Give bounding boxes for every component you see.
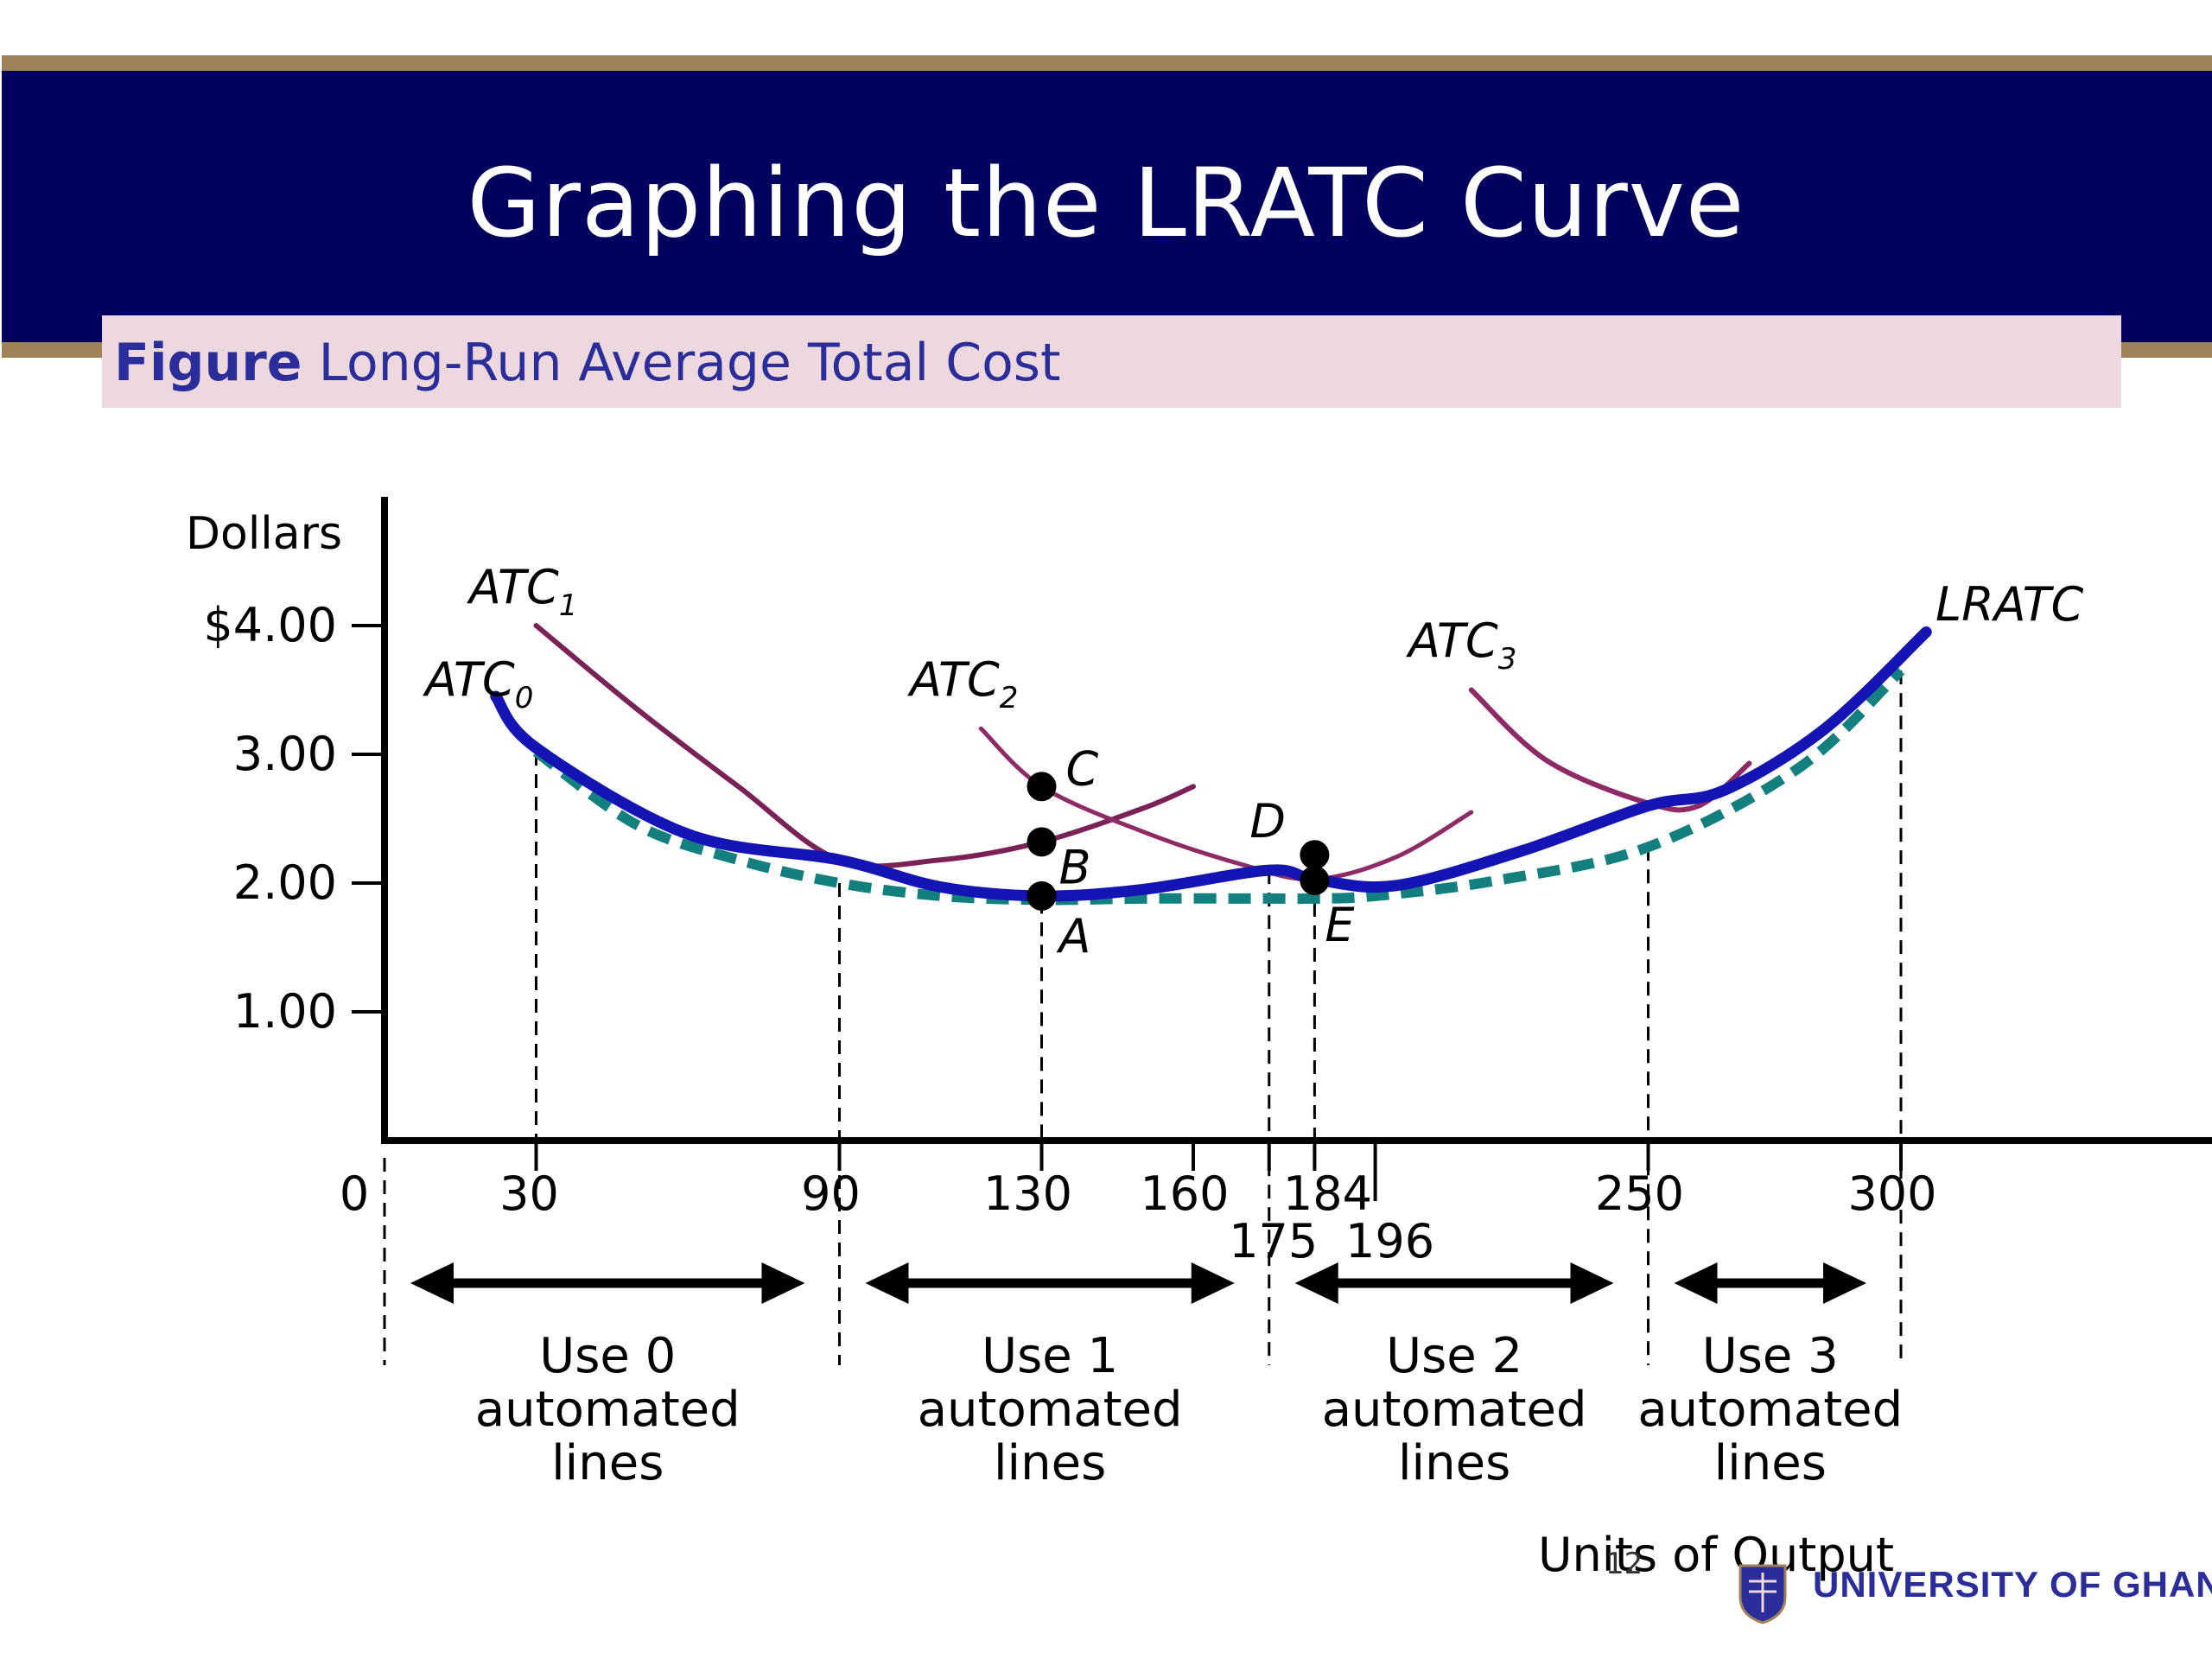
range-arrow-left-head [1294,1262,1338,1304]
figure-label: Figure Long-Run Average Total Cost [114,328,1061,397]
curve-lratc [490,626,1932,902]
figure-label-text: Long-Run Average Total Cost [302,333,1061,393]
label-main: LRATC [1936,577,2084,632]
label-sub: 3 [1498,642,1517,677]
range-label: automated [1637,1382,1903,1438]
range-label: lines [1714,1435,1827,1491]
point-a [1027,880,1057,911]
x-tick-label: 300 [1847,1166,1936,1221]
y-axis-label: Dollars [186,508,342,560]
label-sub: 1 [559,588,578,623]
x-tick-label: 250 [1595,1166,1684,1221]
point-label-e: E [1325,898,1355,952]
x-tick-label: 184 [1283,1166,1372,1221]
label-main: ATC [467,560,559,614]
point-c [1027,772,1057,802]
x-tick-label: 130 [983,1166,1072,1221]
range-arrow-left-head [865,1262,909,1304]
range-label: lines [551,1435,664,1491]
range-label: Use 1 [982,1328,1118,1384]
x-tick-label: 196 [1345,1214,1434,1268]
y-tick-label: 2.00 [233,855,337,910]
label-atc0: ATC0 [423,652,533,715]
y-tick-label: 1.00 [233,984,337,1039]
label-atc3: ATC3 [1406,613,1516,677]
label-sub: 0 [515,681,534,715]
label-sub: 2 [1000,681,1019,715]
point-label-d: D [1249,794,1286,849]
x-tick-label: 90 [801,1166,861,1221]
label-atc2: ATC2 [907,652,1018,715]
range-arrow-left-head [410,1262,454,1304]
label-lratc: LRATC [1936,577,2084,632]
x-tick-label: 160 [1140,1166,1229,1221]
range-arrow-right-head [761,1262,805,1304]
x-tick-label: 175 [1229,1214,1318,1268]
university-name: UNIVERSITY OF GHANA [1813,1564,2212,1605]
label-atc1: ATC1 [467,560,577,623]
figure-label-bold: Figure [114,333,302,393]
curve-atc2 [978,726,1474,882]
x-tick-label: 30 [499,1166,559,1221]
point-e [1300,866,1330,896]
x-tick-label: 0 [340,1166,369,1221]
point-label-a: A [1057,909,1091,963]
point-b [1027,827,1057,857]
label-main: ATC [907,652,1000,707]
range-label: lines [994,1435,1106,1491]
range-label: Use 0 [539,1328,676,1384]
range-label: automated [1322,1382,1587,1438]
y-tick-label: 3.00 [233,727,337,781]
range-label: automated [475,1382,741,1438]
point-label-c: C [1066,741,1099,796]
point-d [1300,840,1330,870]
label-main: ATC [1406,613,1498,668]
page-number: 12 [1605,1547,1643,1581]
range-label: Use 3 [1702,1328,1839,1384]
range-label: Use 2 [1386,1328,1522,1384]
figure-banner [102,315,2121,408]
range-arrow-right-head [1823,1262,1866,1304]
range-arrow-left-head [1674,1262,1718,1304]
y-tick-label: $4.00 [203,598,337,652]
range-label: lines [1398,1435,1510,1491]
university-crest-icon [1738,1564,1787,1624]
range-label: automated [918,1382,1183,1438]
range-arrow-right-head [1570,1262,1614,1304]
x-axis-label: Units of Output [1538,1528,1894,1582]
range-arrow-right-head [1191,1262,1235,1304]
point-label-b: B [1059,840,1091,894]
slide-title: Graphing the LRATC Curve [467,148,1745,258]
label-main: ATC [423,652,515,707]
